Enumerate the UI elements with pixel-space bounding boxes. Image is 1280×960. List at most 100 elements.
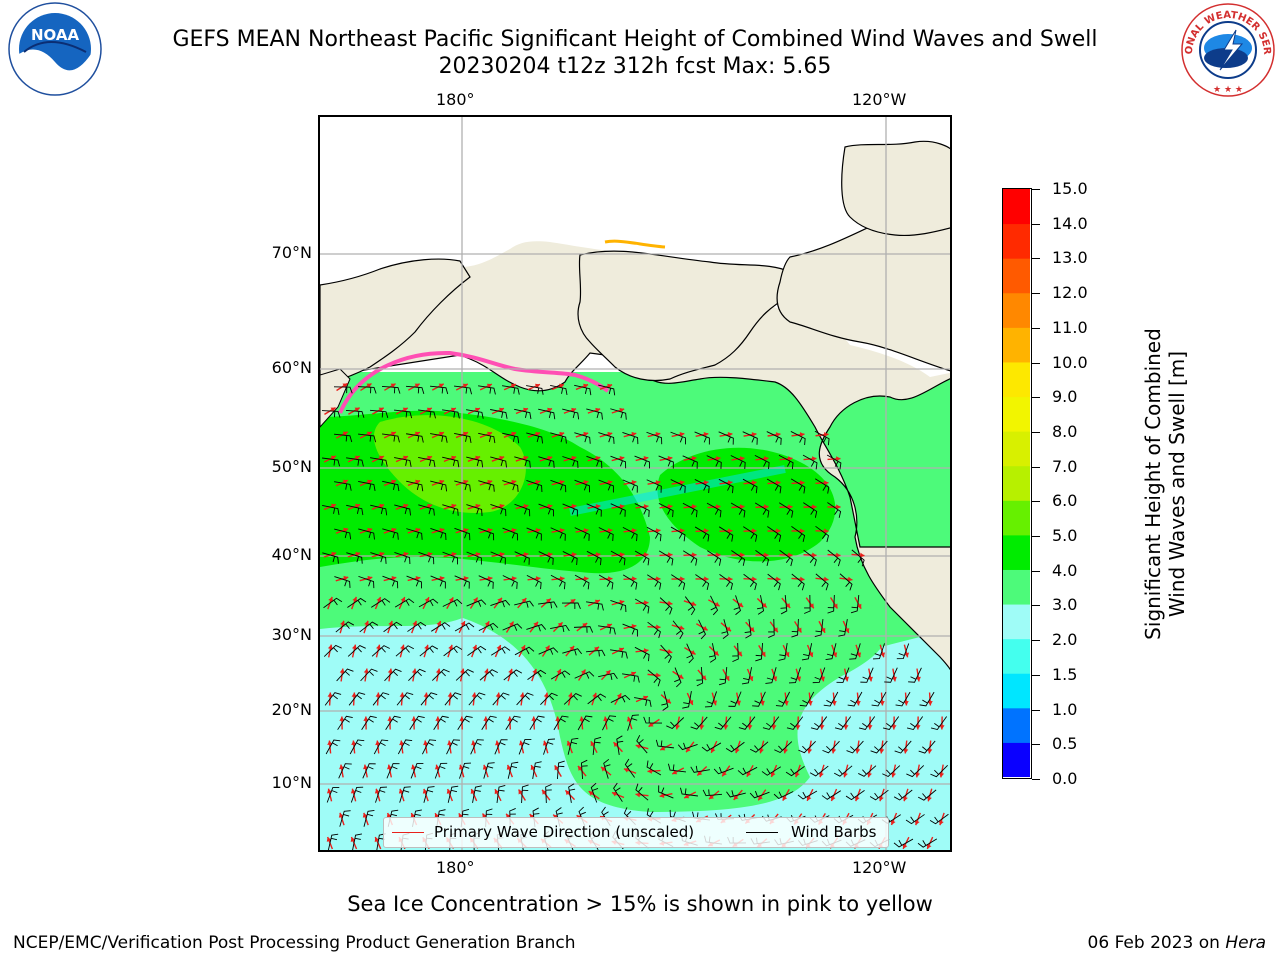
wave-direction-arrowhead (533, 621, 538, 627)
wave-direction-arrowhead (570, 599, 576, 604)
wind-barb (372, 692, 390, 706)
wind-barb (742, 478, 758, 494)
wind-barb (418, 551, 435, 565)
wind-barb (780, 594, 788, 615)
wave-direction-arrowhead (542, 789, 547, 795)
wind-barb (371, 598, 391, 608)
wave-direction-arrowhead (844, 627, 850, 633)
wave-direction-arrowhead (859, 552, 865, 558)
wind-barb (538, 551, 554, 565)
wave-direction-arrowhead (447, 692, 453, 698)
wind-barb (375, 786, 387, 803)
wave-direction-arrowhead (807, 700, 813, 706)
wave-direction-arrowhead (532, 668, 538, 674)
wave-direction-arrowhead (788, 504, 793, 510)
wind-barb (430, 433, 448, 443)
wind-barb (882, 765, 901, 778)
wave-direction-arrowhead (390, 431, 396, 437)
wave-direction-arrowhead (535, 431, 541, 437)
wind-barb (803, 502, 818, 518)
wave-direction-arrowhead (647, 768, 652, 774)
wind-barb (580, 759, 588, 780)
wind-barb (743, 526, 758, 542)
wave-direction-arrowhead (783, 748, 789, 754)
wave-direction-arrowhead (507, 716, 513, 721)
wind-barb (622, 574, 638, 590)
wind-barb (538, 503, 554, 517)
wind-barb (822, 740, 840, 754)
wave-direction-arrowhead (580, 669, 586, 675)
wave-direction-arrowhead (423, 740, 429, 746)
wind-barb (526, 574, 542, 590)
wind-barb (538, 647, 559, 655)
wind-barb (373, 739, 389, 755)
wind-barb (443, 645, 463, 657)
wind-barb (695, 574, 710, 590)
colorbar-tick-mark (1032, 709, 1040, 711)
wave-direction-arrowhead (366, 431, 372, 437)
wave-direction-arrowhead (608, 576, 613, 582)
wind-barb (431, 622, 451, 632)
colorbar-tick-mark (1032, 744, 1040, 746)
wave-direction-arrowhead (450, 407, 456, 413)
wave-direction-arrowhead (547, 407, 553, 413)
wind-barb (814, 478, 830, 494)
wind-barb (397, 739, 413, 755)
wind-barb (823, 691, 839, 707)
wave-direction-arrowhead (509, 621, 514, 627)
wind-barb (358, 575, 375, 589)
wave-direction-arrowhead (414, 383, 420, 389)
wind-barb (562, 551, 578, 566)
colorbar-bin (1003, 258, 1030, 294)
wind-barb (561, 602, 581, 610)
wave-direction-arrowhead (691, 504, 697, 510)
wind-barb (894, 740, 912, 754)
wind-barb (421, 739, 437, 755)
wave-direction-arrowhead (764, 504, 769, 510)
wave-direction-arrowhead (939, 772, 945, 778)
wind-barb (455, 669, 474, 681)
colorbar-bin (1003, 569, 1030, 605)
wind-barb (394, 457, 412, 467)
wind-barb (550, 479, 567, 493)
wind-barb (532, 761, 542, 779)
wave-direction-arrowhead (423, 692, 429, 697)
wind-barb (682, 502, 698, 518)
wave-direction-arrowhead (680, 576, 685, 582)
colorbar-bin (1003, 361, 1030, 398)
wave-direction-arrowhead (471, 692, 477, 698)
wind-barb (454, 433, 472, 443)
wave-direction-arrowhead (675, 724, 681, 730)
wind-barb (384, 668, 402, 682)
wave-direction-arrowhead (459, 716, 465, 721)
wave-direction-arrowhead (688, 699, 694, 705)
wind-barb (622, 623, 638, 637)
wind-barb (394, 598, 415, 608)
wind-barb (893, 838, 914, 848)
wave-direction-arrowhead (387, 668, 393, 674)
wind-barb (442, 504, 459, 516)
wind-barb (624, 758, 635, 778)
wave-direction-arrowhead (556, 669, 562, 675)
wave-direction-arrowhead (807, 748, 813, 754)
wave-direction-arrowhead (435, 668, 441, 674)
wind-barb (762, 716, 780, 730)
colorbar-tick-mark (1032, 605, 1040, 607)
wave-direction-arrowhead (800, 528, 805, 534)
colorbar-bin (1003, 327, 1030, 363)
wave-direction-arrowhead (342, 479, 348, 485)
wave-direction-arrowhead (751, 480, 757, 486)
wind-barb (882, 716, 900, 731)
wind-barb (850, 594, 860, 614)
wave-direction-arrowhead (708, 794, 714, 800)
wave-direction-arrowhead (618, 647, 624, 653)
wave-direction-arrowhead (351, 740, 357, 746)
wind-barb (846, 740, 864, 754)
wave-direction-arrowhead (854, 796, 860, 802)
wind-barb (815, 525, 829, 543)
wind-barb (543, 738, 555, 755)
wind-barb (743, 573, 757, 591)
wind-barb (553, 715, 569, 731)
wave-direction-arrowhead (583, 383, 589, 389)
wind-barb (447, 785, 459, 803)
